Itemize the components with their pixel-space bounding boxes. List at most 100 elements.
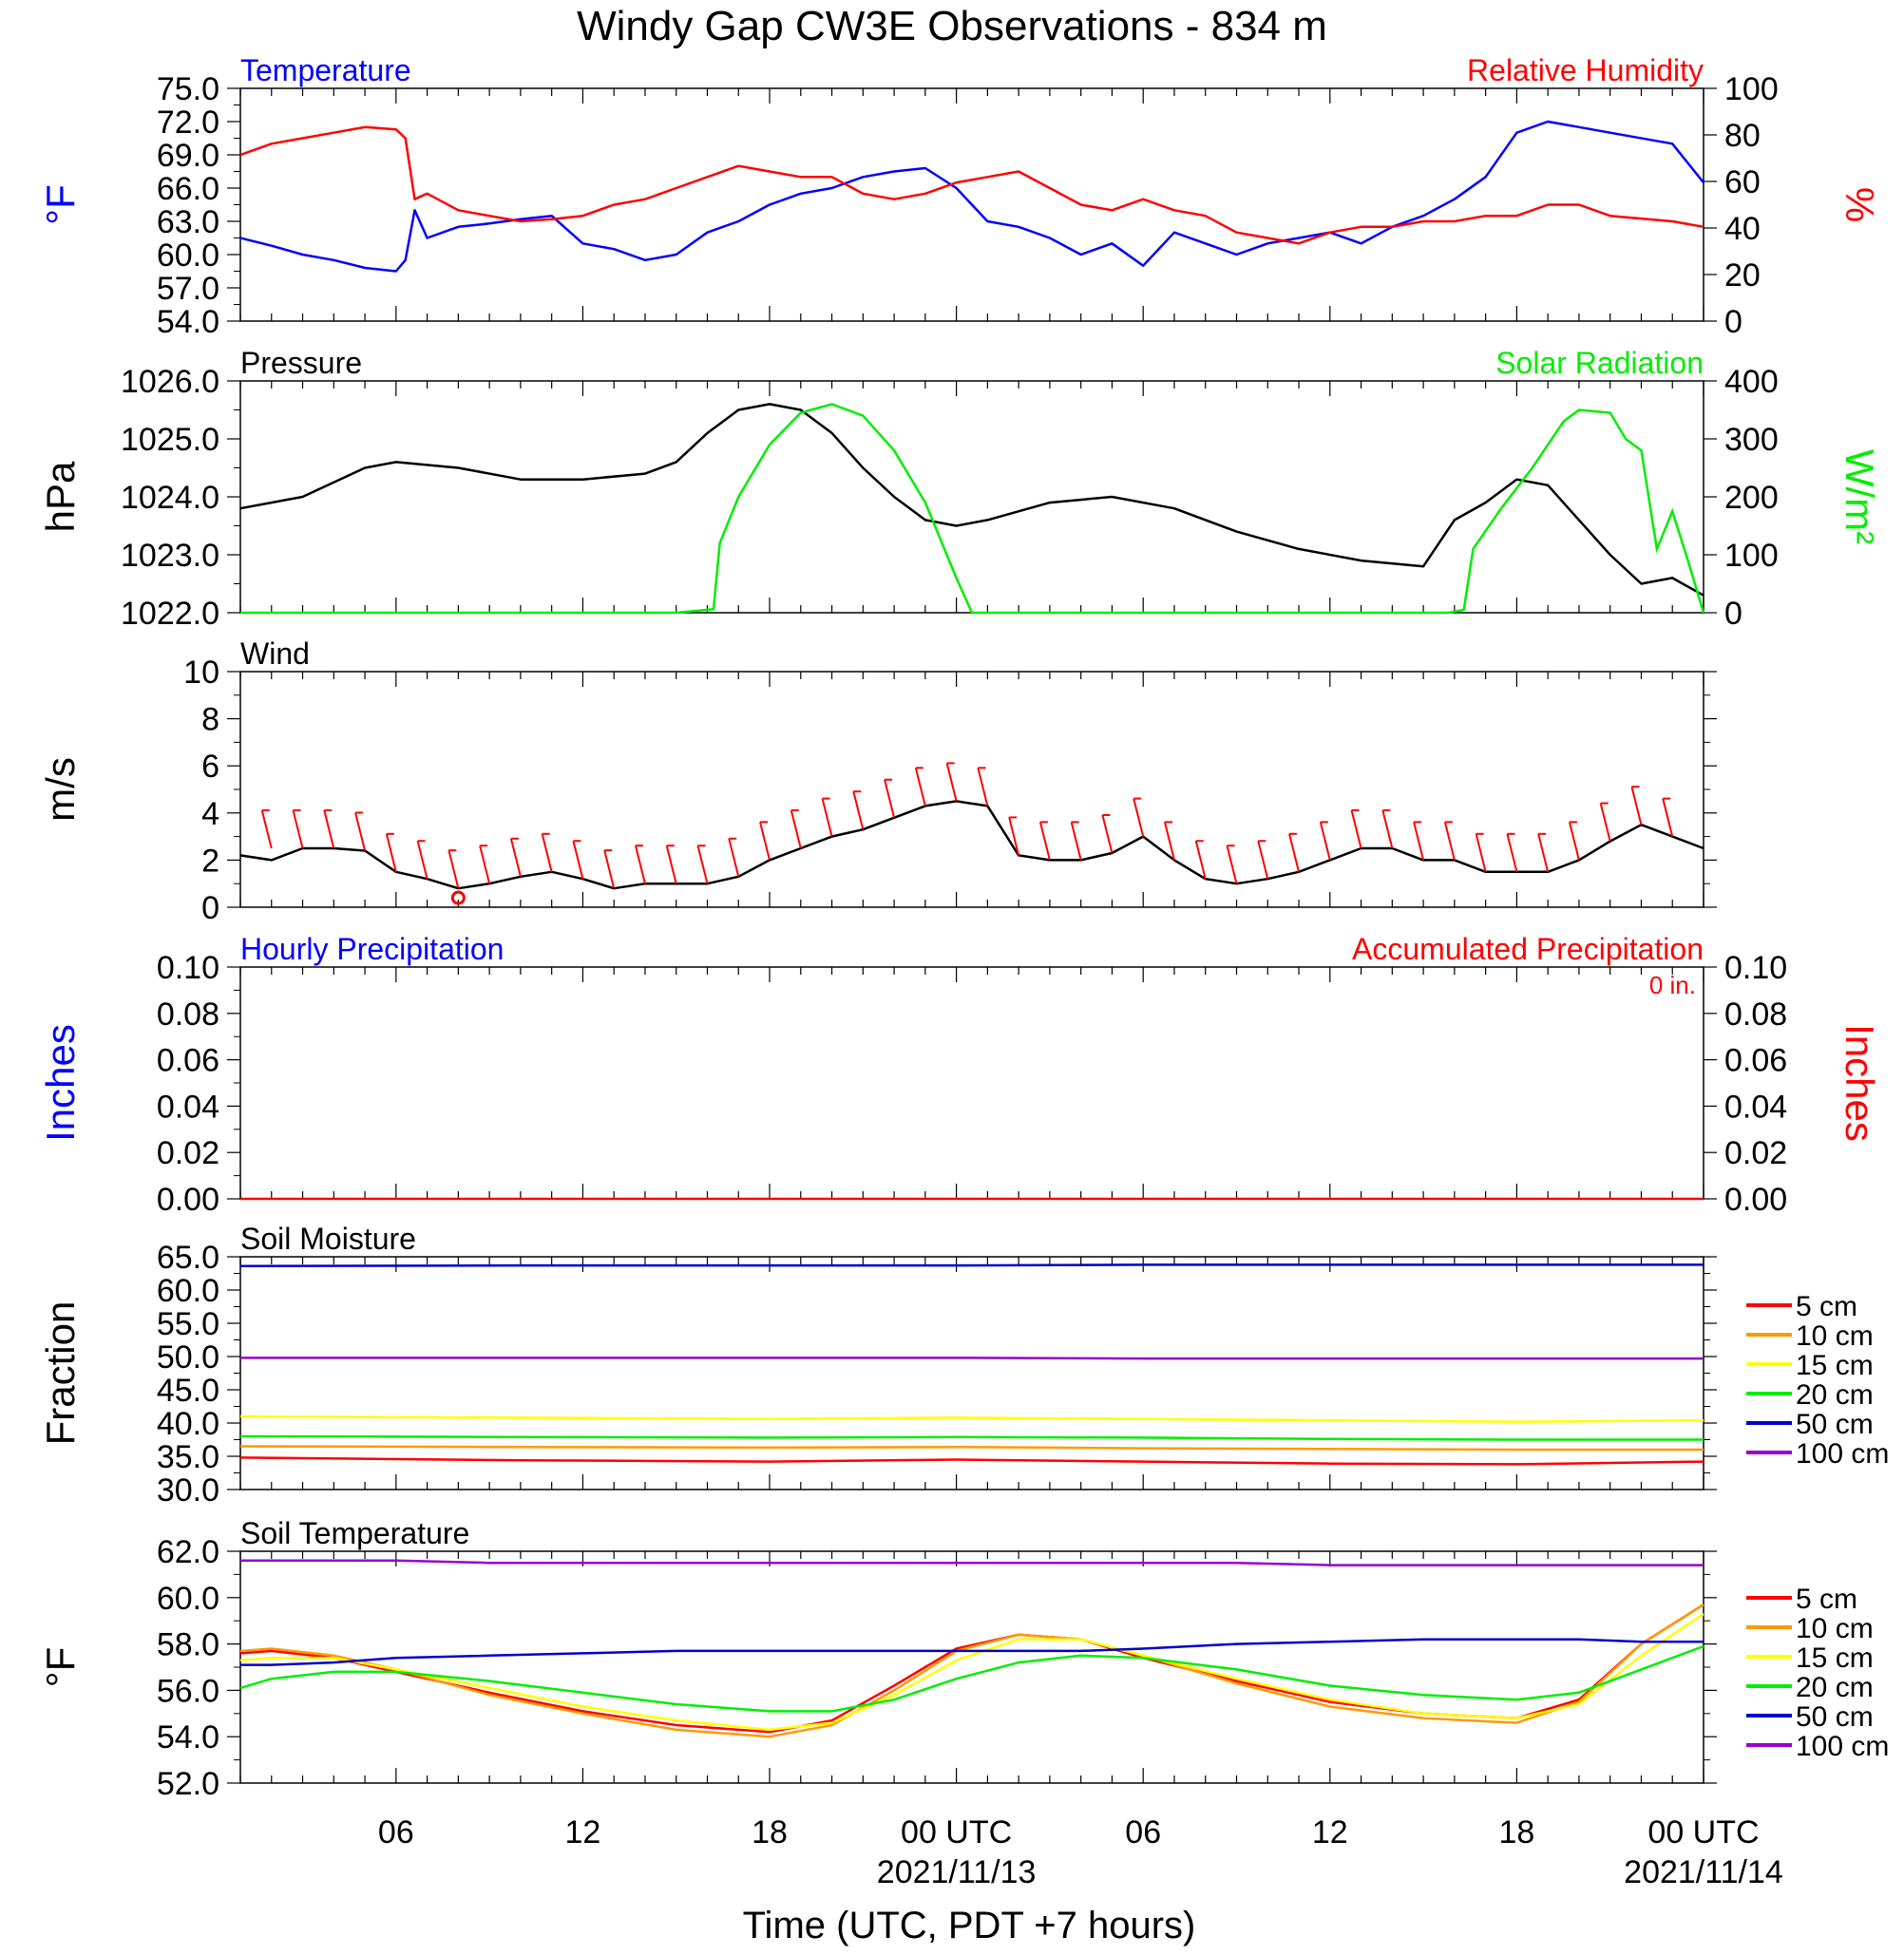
series-line-relative-humidity — [239, 125, 1704, 245]
legend-label: 100 cm — [1796, 1438, 1889, 1470]
legend-label: 5 cm — [1796, 1584, 1857, 1615]
y-right-tick-label: 0.00 — [1724, 1182, 1787, 1218]
x-tick-label: 00 UTC — [1647, 1814, 1759, 1851]
y-tick-label: 30.0 — [157, 1472, 219, 1509]
y-axis-label-left: °F — [38, 184, 83, 224]
panel-title-right: Accumulated Precipitation — [1352, 932, 1704, 966]
chart-title: Windy Gap CW3E Observations - 834 m — [577, 3, 1327, 49]
y-axis-label-left: Fraction — [38, 1301, 83, 1446]
wind-barb — [884, 779, 896, 819]
plot-frame — [239, 380, 1704, 614]
series-line-5-cm — [239, 1604, 1704, 1734]
legend-label: 50 cm — [1796, 1409, 1874, 1440]
wind-barb — [1413, 822, 1425, 861]
wind-barb — [416, 840, 428, 880]
wind-barb — [728, 838, 740, 878]
y-tick-label: 60.0 — [157, 237, 219, 274]
wind-barb — [665, 845, 677, 884]
wind-barb — [1599, 803, 1611, 842]
legend-label: 15 cm — [1796, 1350, 1874, 1381]
y-tick-label: 1022.0 — [121, 596, 219, 632]
series-line-solar-radiation — [240, 403, 1705, 615]
y-axis-label-left: Inches — [38, 1024, 83, 1142]
panel-title-left: Wind — [240, 636, 310, 671]
wind-barb — [1662, 798, 1674, 837]
x-tick-label: 18 — [1498, 1814, 1534, 1851]
plot-frame — [239, 1256, 1704, 1490]
wind-barb — [354, 812, 367, 851]
wind-barb — [447, 849, 460, 889]
wind-barb — [1381, 809, 1394, 849]
y-right-tick-label: 0 — [1724, 596, 1742, 632]
y-tick-label: 8 — [201, 702, 219, 738]
wind-barb — [1630, 786, 1643, 826]
calm-wind-marker — [450, 890, 466, 905]
series-line-50-cm — [239, 1263, 1704, 1268]
wind-barb — [1568, 822, 1580, 861]
series-line-15-cm — [239, 1612, 1704, 1732]
y-right-tick-label: 0 — [1724, 304, 1742, 340]
y-right-tick-label: 400 — [1724, 364, 1779, 400]
y-tick-label: 52.0 — [157, 1766, 219, 1802]
y-right-tick-label: 40 — [1724, 211, 1761, 247]
wind-barb — [945, 763, 958, 802]
wind-barb — [696, 845, 709, 884]
series-line-20-cm — [239, 1434, 1704, 1441]
y-tick-label: 60.0 — [157, 1273, 219, 1309]
wind-barb — [1101, 814, 1114, 854]
wind-barb — [572, 840, 584, 880]
panel-title-left: Soil Temperature — [240, 1516, 469, 1550]
wind-barb — [1226, 845, 1238, 884]
series-line-100-cm — [240, 1357, 1704, 1360]
y-tick-label: 56.0 — [157, 1673, 219, 1709]
x-tick-label: 12 — [1312, 1814, 1348, 1851]
chart-panels: 54.057.060.063.066.069.072.075.002040608… — [38, 53, 1889, 1802]
y-right-tick-label: 200 — [1724, 480, 1779, 516]
x-tick-label: 18 — [752, 1814, 788, 1851]
y-tick-label: 75.0 — [157, 71, 219, 107]
y-tick-label: 54.0 — [157, 1719, 219, 1756]
y-tick-label: 0 — [201, 890, 219, 926]
wind-barb — [1288, 833, 1301, 873]
panel-title-left: Soil Moisture — [240, 1222, 416, 1256]
y-tick-label: 0.10 — [157, 950, 219, 986]
y-axis-label-left: m/s — [38, 757, 83, 822]
legend-label: 15 cm — [1796, 1642, 1874, 1674]
y-tick-label: 45.0 — [157, 1373, 219, 1409]
y-tick-label: 63.0 — [157, 204, 219, 240]
series-line-50-cm — [240, 1638, 1704, 1666]
y-right-tick-label: 100 — [1724, 71, 1779, 107]
wind-barb — [260, 809, 273, 849]
panel-title-left: Hourly Precipitation — [240, 932, 504, 966]
series-line-5-cm — [239, 1456, 1704, 1466]
series-line-wind-speed — [239, 800, 1704, 890]
y-right-tick-label: 0.10 — [1724, 950, 1787, 986]
plot-frame — [239, 966, 1704, 1200]
series-line-100-cm — [240, 1559, 1704, 1566]
legend-label: 10 cm — [1796, 1320, 1874, 1352]
wind-barb — [1070, 822, 1082, 861]
y-axis-label-right: % — [1837, 187, 1882, 222]
x-tick-label: 12 — [565, 1814, 601, 1851]
wind-barb — [1133, 798, 1145, 837]
y-tick-label: 50.0 — [157, 1339, 219, 1376]
legend-label: 50 cm — [1796, 1701, 1874, 1733]
y-tick-label: 57.0 — [157, 271, 219, 307]
wind-barb — [790, 809, 802, 849]
legend-label: 20 cm — [1796, 1672, 1874, 1703]
y-axis-label-left: °F — [38, 1647, 83, 1687]
y-tick-label: 58.0 — [157, 1627, 219, 1663]
wind-barb — [634, 845, 646, 884]
legend-label: 5 cm — [1796, 1291, 1857, 1322]
wind-barb — [852, 790, 865, 830]
y-tick-label: 54.0 — [157, 304, 219, 340]
wind-barb — [1475, 833, 1487, 873]
y-tick-label: 66.0 — [157, 171, 219, 207]
panel-title-left: Pressure — [240, 346, 362, 380]
x-date-label: 2021/11/14 — [1624, 1854, 1783, 1890]
y-tick-label: 62.0 — [157, 1534, 219, 1570]
y-axis-label-left: hPa — [38, 461, 83, 532]
panel-wind: 0 2 4 6 8 10 Wind m/s — [38, 636, 1717, 926]
